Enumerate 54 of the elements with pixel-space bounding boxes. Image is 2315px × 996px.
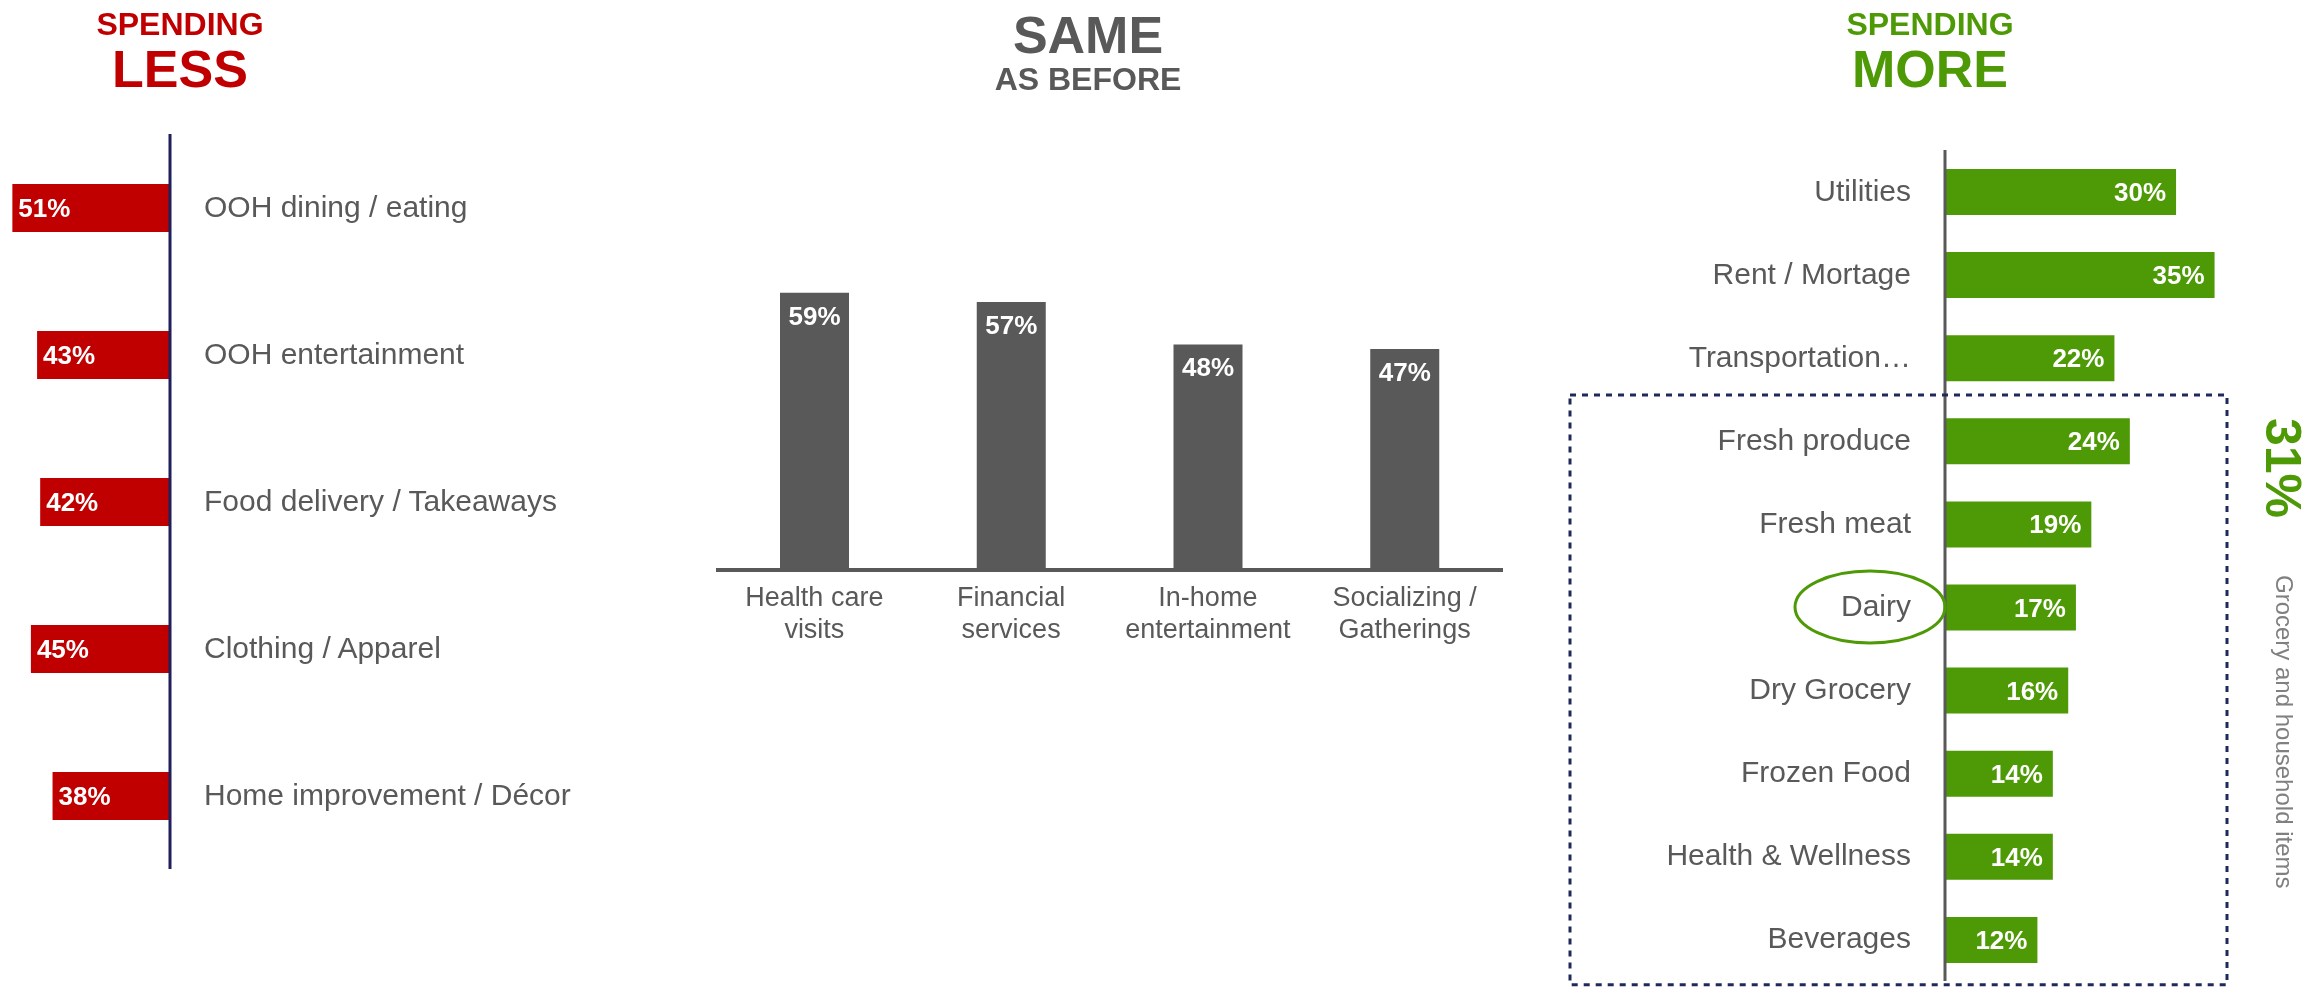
- chart-subtitle: MORE: [1851, 39, 2009, 98]
- text: 31%: [2255, 418, 2311, 519]
- y-tick-label: Dry Grocery: [1749, 672, 1911, 706]
- x-tick-label: Socializing / Gatherings: [1332, 582, 1478, 644]
- y-tick-label: Clothing / Apparel: [204, 630, 441, 664]
- y-tick-label: OOH dining / eating: [204, 189, 468, 223]
- data-label: 14%: [1990, 758, 2043, 789]
- x-tick-label: Financial services: [957, 582, 1066, 644]
- y-tick-label: Food delivery / Takeaways: [204, 483, 557, 517]
- y-tick-label: Beverages: [1767, 921, 1911, 955]
- y-tick-label: Fresh meat: [1759, 505, 1912, 539]
- data-label: 24%: [2067, 426, 2120, 457]
- y-tick-label: OOH entertainment: [204, 336, 465, 370]
- y-tick-label: Utilities: [1814, 173, 1911, 207]
- data-label: 22%: [2052, 343, 2105, 374]
- y-tick-label: Home improvement / Décor: [204, 777, 571, 811]
- data-label: 30%: [2114, 177, 2167, 207]
- data-label: 17%: [2013, 592, 2066, 623]
- y-tick-label: Transportation…: [1688, 339, 1911, 373]
- bar: [1945, 169, 2177, 215]
- x-tick-label: In-home entertainment: [1125, 582, 1291, 644]
- data-label: 43%: [43, 340, 96, 370]
- data-label: 14%: [1990, 841, 2043, 872]
- data-label: 51%: [18, 193, 71, 223]
- data-label: 47%: [1378, 357, 1431, 388]
- data-label: 59%: [788, 300, 841, 331]
- bar: [37, 331, 170, 379]
- chart-title: SPENDING: [1845, 6, 2015, 42]
- text: Grocery and household items: [2271, 575, 2298, 889]
- chart-subtitle: LESS: [111, 39, 249, 98]
- bar: [1945, 501, 2092, 548]
- bar: [1945, 584, 2076, 631]
- bar: [1945, 252, 2215, 299]
- y-tick-label: Frozen Food: [1740, 755, 1911, 789]
- bar: [30, 625, 170, 673]
- data-label: 48%: [1181, 352, 1235, 383]
- data-label: 38%: [58, 781, 111, 811]
- data-label: 12%: [1975, 924, 2028, 955]
- data-label: 16%: [2006, 675, 2059, 706]
- bar: [1945, 335, 2115, 382]
- y-tick-label: Dairy: [1840, 589, 1911, 623]
- data-label: 42%: [46, 487, 99, 517]
- data-label: 45%: [36, 634, 89, 664]
- y-tick-label: Fresh produce: [1717, 422, 1911, 456]
- y-tick-label: Health & Wellness: [1666, 838, 1911, 872]
- data-label: 57%: [985, 310, 1038, 341]
- bar: [40, 478, 170, 526]
- y-tick-label: Rent / Mortage: [1712, 256, 1911, 290]
- chart-title: SPENDING: [95, 6, 265, 42]
- bar: [1945, 418, 2130, 465]
- bar: [12, 184, 170, 232]
- x-tick-label: Health care visits: [745, 582, 884, 644]
- data-label: 19%: [2029, 509, 2082, 540]
- data-label: 35%: [2152, 260, 2205, 291]
